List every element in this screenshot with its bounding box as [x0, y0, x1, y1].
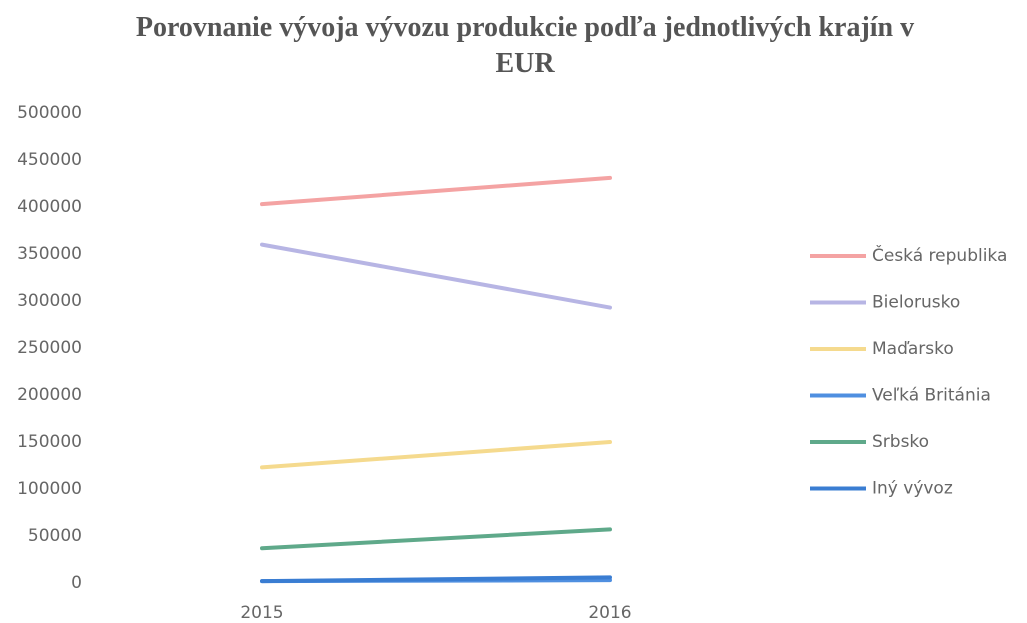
- y-tick-label: 0: [71, 573, 82, 593]
- series-line: [260, 575, 612, 584]
- y-tick-label: 400000: [17, 197, 82, 217]
- y-tick-label: 50000: [28, 526, 82, 546]
- y-tick-label: 300000: [17, 291, 82, 311]
- series-line: [260, 440, 612, 470]
- legend-label: Maďarsko: [872, 339, 954, 359]
- legend-label: Srbsko: [872, 432, 929, 452]
- y-tick-label: 450000: [17, 150, 82, 170]
- series-line: [260, 242, 612, 310]
- series-line: [260, 175, 612, 207]
- x-tick-label: 2015: [240, 603, 283, 623]
- legend-label: Bielorusko: [872, 293, 960, 313]
- y-tick-label: 500000: [17, 103, 82, 123]
- legend-label: Iný vývoz: [872, 479, 953, 499]
- x-tick-label: 2016: [588, 603, 631, 623]
- series-line: [260, 527, 612, 551]
- legend-label: Veľká Británia: [872, 386, 991, 406]
- legend-label: Česká republika: [872, 244, 1007, 266]
- y-tick-label: 150000: [17, 432, 82, 452]
- y-tick-label: 200000: [17, 385, 82, 405]
- y-tick-label: 350000: [17, 244, 82, 264]
- chart-title: Porovnanie vývoja vývozu produkcie podľa…: [135, 12, 915, 79]
- y-tick-label: 250000: [17, 338, 82, 358]
- y-tick-label: 100000: [17, 479, 82, 499]
